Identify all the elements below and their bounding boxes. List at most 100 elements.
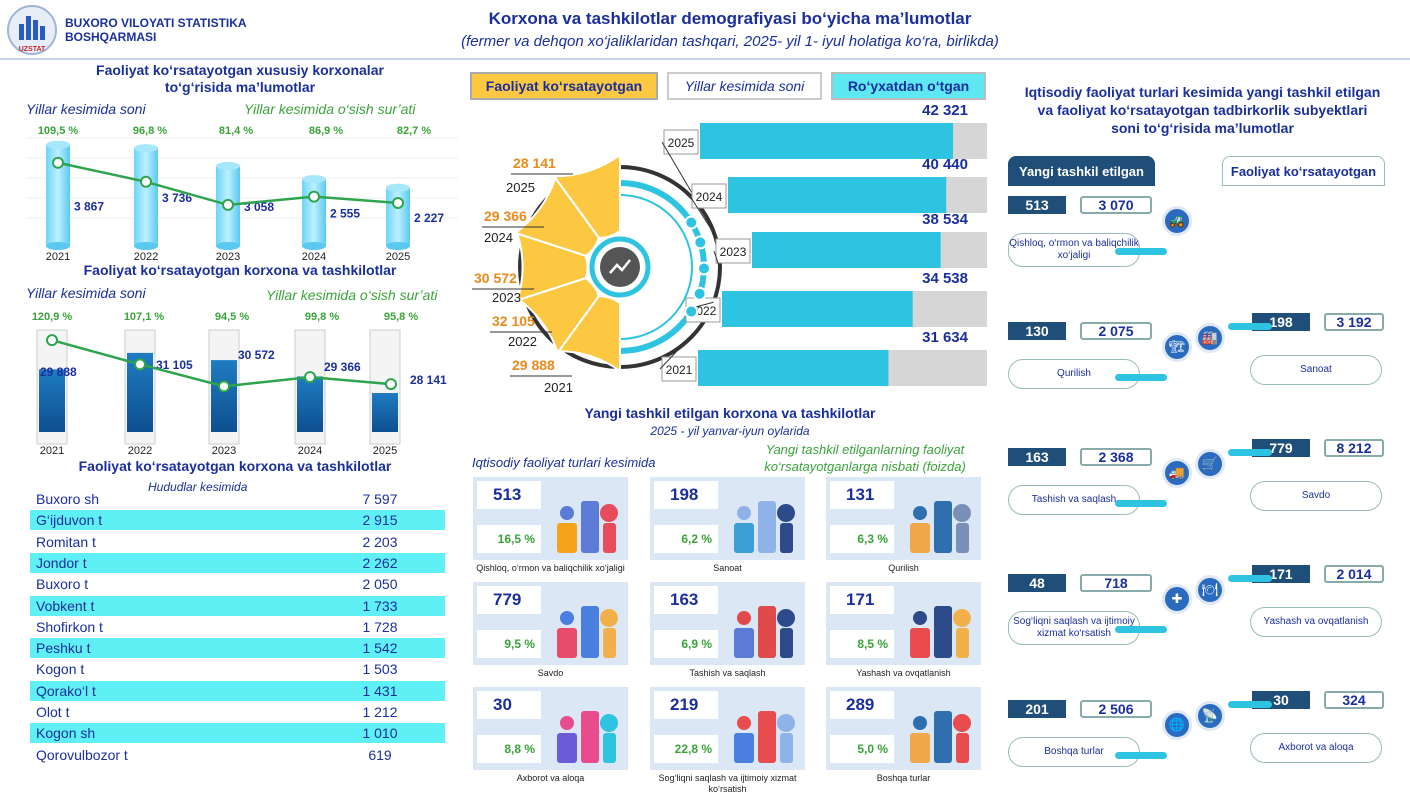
card-label: Tashish va saqlash — [689, 668, 766, 678]
crane-icon: 🏗 — [1162, 332, 1192, 362]
bar-cylinder-top — [46, 140, 70, 149]
region-value: 7 597 — [362, 491, 398, 507]
region-value: 1 728 — [362, 618, 398, 635]
year-box — [715, 238, 751, 264]
new-count: 513 — [1008, 196, 1066, 214]
year-label: 2025 — [506, 180, 535, 195]
active-count: 2 368 — [1080, 448, 1152, 466]
card-illustration-icon — [728, 483, 802, 557]
accent-bar — [1228, 323, 1272, 330]
region-value: 1 542 — [362, 640, 398, 657]
region-value: 1 431 — [362, 682, 398, 699]
active-value-label: 29 366 — [484, 208, 527, 224]
growth-label: 95,8 % — [384, 311, 418, 323]
activity-label: Sog‘liqni saqlash va ijtimoiy xizmat ko‘… — [1008, 611, 1140, 645]
activity-card: 131 6,3 % — [826, 477, 981, 560]
card-count: 131 — [830, 481, 894, 509]
y-tick-label: 2021 — [666, 363, 693, 377]
region-name: Buxoro t — [36, 576, 89, 593]
active-value-label: 30 572 — [474, 270, 517, 286]
left-top-title: Faoliyat ko‘rsatayotgan xususiy korxonal… — [96, 62, 384, 95]
y-tick-label: 2025 — [668, 136, 695, 150]
growth-label: 94,5 % — [215, 311, 249, 323]
card-percent: 6,9 % — [654, 630, 718, 658]
active-value-label: 32 105 — [492, 313, 535, 329]
regions-title: Faoliyat ko‘rsatayotgan korxona va tashk… — [78, 458, 392, 474]
card-percent: 6,2 % — [654, 525, 718, 553]
year-label: 2023 — [492, 290, 521, 305]
bar-cylinder — [134, 148, 158, 246]
activity-label: Savdo — [1250, 481, 1382, 511]
growth-point — [308, 190, 320, 203]
data-label: 3 736 — [162, 191, 192, 205]
card-count: 198 — [654, 481, 718, 509]
growth-label: 99,8 % — [305, 311, 339, 323]
x-tick-label: 2023 — [216, 251, 240, 263]
header-divider — [0, 58, 1410, 60]
growth-point — [385, 378, 397, 391]
region-row: Vobkent t 1 733 — [30, 595, 445, 616]
page-title: Korxona va tashkilotlar demografiyasi bo… — [488, 9, 972, 28]
active-count: 8 212 — [1324, 439, 1384, 457]
antenna-icon: 📡 — [1195, 701, 1225, 731]
new-count: 163 — [1008, 448, 1066, 466]
accent-bar — [1115, 248, 1167, 255]
region-name: Kogon sh — [36, 725, 96, 742]
card-illustration-icon — [904, 483, 978, 557]
region-row: Kogon t 1 503 — [30, 659, 445, 679]
activity-label: Qishloq, o‘rmon va baliqchilik xo‘jaligi — [1008, 233, 1140, 267]
card-percent: 5,0 % — [830, 735, 894, 763]
growth-point — [218, 380, 230, 393]
card-illustration-icon — [904, 588, 978, 662]
growth-label: 82,7 % — [397, 125, 431, 137]
x-tick-label: 2022 — [134, 251, 158, 263]
data-label: 29 888 — [40, 365, 77, 379]
region-row: Peshku t 1 542 — [30, 638, 445, 659]
year-box — [663, 129, 699, 155]
accent-bar — [1115, 374, 1167, 381]
x-tick-label: 2024 — [298, 445, 322, 456]
card-count: 779 — [477, 586, 541, 614]
y-tick-label: 2024 — [696, 190, 723, 204]
left-top-legend-count: Yillar kesimida soni — [26, 101, 146, 117]
connector-dot — [696, 261, 711, 276]
x-tick-label: 2021 — [40, 445, 64, 456]
new-count: 48 — [1008, 574, 1066, 592]
card-illustration-icon — [551, 588, 625, 662]
region-value: 1 733 — [362, 597, 398, 614]
active-count: 324 — [1324, 691, 1384, 709]
chart-growth-icon-line — [609, 259, 631, 274]
year-label: 2024 — [484, 230, 513, 245]
accent-bar — [1228, 575, 1272, 582]
tab-registered[interactable]: Ro‘yxatdan o‘tgan — [831, 72, 986, 100]
tab-active[interactable]: Faoliyat ko‘rsatayotgan — [470, 72, 658, 100]
regions-subtitle: Hududlar kesimida — [148, 480, 248, 494]
new-count: 201 — [1008, 700, 1066, 718]
data-label: 2 555 — [330, 207, 360, 221]
region-value: 1 010 — [362, 725, 398, 742]
activity-card: 198 6,2 % — [650, 477, 805, 560]
ratio-label: Yangi tashkil etilganlarning faoliyat ko… — [764, 442, 966, 474]
connector-dot — [693, 235, 708, 250]
data-label: 40 440 — [922, 156, 968, 173]
tab-years[interactable]: Yillar kesimida soni — [667, 72, 822, 100]
active-count: 2 014 — [1324, 565, 1384, 583]
active-count: 2 506 — [1080, 700, 1152, 718]
region-row: Shofirkon t 1 728 — [30, 617, 445, 637]
growth-label: 109,5 % — [38, 125, 79, 137]
active-count: 2 075 — [1080, 322, 1152, 340]
activity-label: Sanoat — [1250, 355, 1382, 385]
bar — [372, 393, 398, 432]
activity-card: 30 8,8 % — [473, 687, 628, 770]
region-name: Buxoro sh — [36, 491, 100, 507]
region-name: Shofirkon t — [36, 618, 103, 635]
bar — [728, 177, 947, 213]
region-name: Peshku t — [36, 640, 91, 657]
org-name-line1: BUXORO VILOYATI STATISTIKA — [65, 16, 247, 30]
connector-dot — [684, 304, 699, 319]
active-value-label: 29 888 — [512, 357, 555, 373]
region-row: G‘ijduvon t 2 915 — [30, 510, 445, 531]
page-subtitle: (fermer va dehqon xo‘jaliklaridan tashqa… — [461, 33, 999, 50]
